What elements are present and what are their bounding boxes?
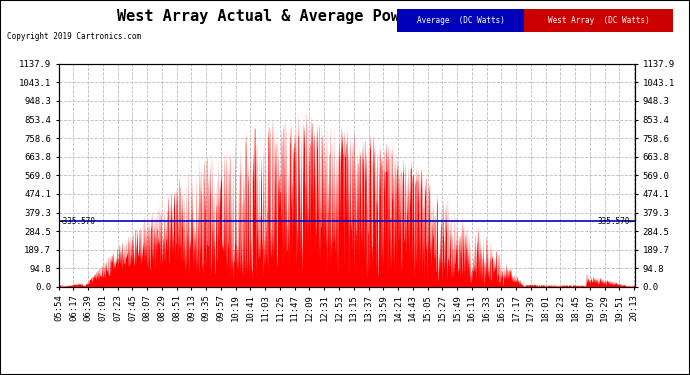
Text: Copyright 2019 Cartronics.com: Copyright 2019 Cartronics.com (7, 32, 141, 41)
Text: Average  (DC Watts): Average (DC Watts) (417, 16, 504, 25)
Text: →335.570: →335.570 (59, 217, 96, 226)
Text: West Array  (DC Watts): West Array (DC Watts) (548, 16, 649, 25)
Text: 335.570←: 335.570← (598, 217, 635, 226)
Text: West Array Actual & Average Power Sun Jun 16 20:23: West Array Actual & Average Power Sun Ju… (117, 9, 573, 24)
